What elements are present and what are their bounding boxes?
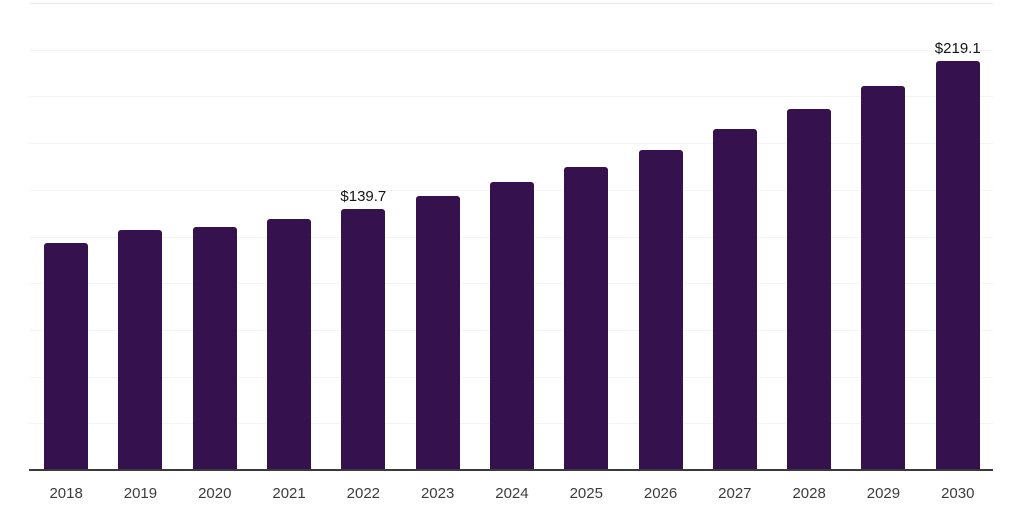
x-tick-label: 2028 — [792, 485, 826, 502]
bar-2021 — [267, 218, 312, 470]
x-tick-label: 2018 — [49, 485, 83, 502]
x-tick-label: 2027 — [718, 485, 752, 502]
x-tick-label: 2024 — [495, 485, 529, 502]
bar-2020 — [192, 226, 237, 470]
plot-area: $139.7 $219.1 2018 2019 2020 2021 2022 2023 202… — [29, 0, 993, 512]
x-tick-label: 2025 — [569, 485, 603, 502]
x-tick-label: 2019 — [123, 485, 158, 502]
x-tick-label: 2029 — [866, 485, 901, 502]
bar-2019 — [118, 229, 163, 470]
gridline — [30, 143, 993, 145]
x-tick-label: 2020 — [198, 485, 232, 502]
bar-2018 — [44, 242, 89, 470]
x-tick-label: 2030 — [941, 485, 975, 502]
bar-2024 — [489, 182, 534, 470]
gridline — [30, 3, 993, 4]
bar-2029 — [861, 85, 906, 470]
bar-2027 — [712, 128, 757, 470]
x-tick-label: 2022 — [346, 485, 381, 502]
bar-value-label: $219.1 — [934, 39, 981, 57]
bar-2026 — [638, 150, 683, 470]
bar-2022 — [341, 209, 386, 470]
x-tick-label: 2021 — [272, 485, 306, 502]
x-axis-line — [29, 469, 993, 471]
bar-2025 — [564, 167, 609, 470]
bar-2028 — [787, 108, 832, 470]
bar-2023 — [415, 196, 460, 470]
bar-value-label: $139.7 — [340, 188, 387, 206]
bar-2030 — [935, 60, 980, 470]
gridline — [30, 49, 993, 51]
gridline — [30, 96, 993, 98]
x-tick-label: 2026 — [643, 485, 678, 502]
x-tick-label: 2023 — [420, 485, 455, 502]
